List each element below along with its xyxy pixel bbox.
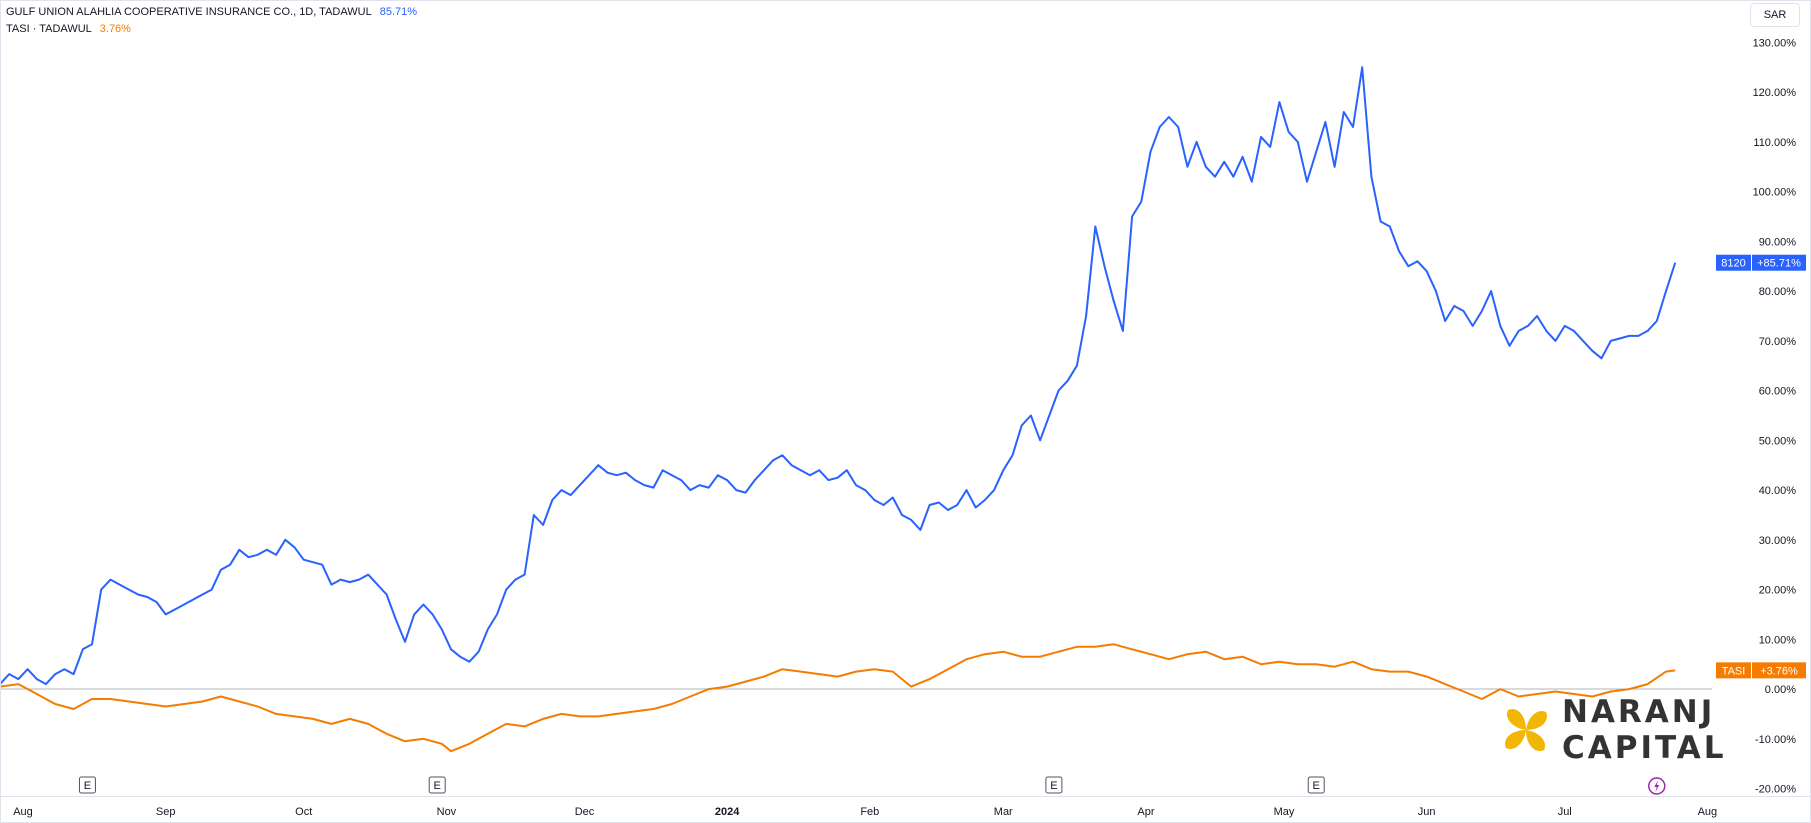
x-tick-label: 2024 (715, 806, 740, 818)
x-tick-label: Nov (437, 806, 457, 818)
event-marker-label: E (434, 780, 441, 792)
y-tick-label: 20.00% (1759, 585, 1797, 597)
y-tick-label: 60.00% (1759, 386, 1797, 398)
x-tick-label: Apr (1137, 806, 1154, 818)
earnings-event-marker: E (428, 776, 446, 794)
y-tick-label: 0.00% (1765, 684, 1796, 696)
x-tick-label: May (1274, 806, 1295, 818)
price-tag-value-box (1752, 662, 1806, 679)
price-tag-tasi: TASI +3.76% (1716, 662, 1806, 679)
price-tag-label: 8120 (1721, 258, 1745, 270)
event-marker-label: E (1313, 780, 1320, 792)
event-marker-label: E (84, 780, 91, 792)
legend-tasi-name: TASI · TADAWUL (6, 23, 92, 35)
naranj-capital-logo: NARANJ CAPITAL (1500, 694, 1726, 766)
price-tag-label-box (1716, 254, 1751, 271)
price-tag-gulf: 8120 +85.71% (1716, 254, 1806, 271)
legend-gulf-name: GULF UNION ALAHLIA COOPERATIVE INSURANCE… (6, 6, 372, 18)
legend-tasi-value: 3.76% (99, 23, 131, 35)
x-tick-label: Aug (1698, 806, 1718, 818)
x-tick-label: Mar (994, 806, 1013, 818)
x-tick-label: Feb (860, 806, 879, 818)
y-tick-label: 70.00% (1759, 336, 1797, 348)
x-tick-label: Oct (295, 806, 312, 818)
lightning-icon (1648, 777, 1666, 795)
y-tick-label: 110.00% (1753, 137, 1796, 149)
x-tick-label: Jul (1558, 806, 1572, 818)
y-tick-label: 30.00% (1759, 535, 1797, 547)
lightning-bolt (1654, 780, 1660, 792)
logo-line-2: CAPITAL (1562, 730, 1727, 766)
logo-mark-icon (1504, 708, 1548, 752)
earnings-event-marker: E (78, 776, 96, 794)
price-tag-label-box (1716, 662, 1751, 679)
legend-row-gulf[interactable]: GULF UNION ALAHLIA COOPERATIVE INSURANCE… (6, 4, 417, 21)
legend-row-tasi[interactable]: TASI · TADAWUL 3.76% (6, 21, 417, 38)
price-tag-value: +3.76% (1760, 665, 1798, 677)
y-tick-label: 100.00% (1753, 187, 1797, 199)
y-tick-label: 50.00% (1759, 435, 1797, 447)
price-tag-label: TASI (1722, 665, 1746, 677)
x-tick-label: Aug (13, 806, 33, 818)
currency-button[interactable]: SAR (1750, 3, 1800, 27)
x-tick-label: Sep (156, 806, 176, 818)
plot-layer (0, 66, 1712, 753)
y-tick-label: 120.00% (1753, 87, 1797, 99)
x-tick-label: Jun (1418, 806, 1436, 818)
y-tick-label: -10.00% (1755, 734, 1796, 746)
logo-line-1: NARANJ (1562, 694, 1716, 730)
y-tick-label: -20.00% (1755, 784, 1796, 796)
y-tick-label: 80.00% (1759, 286, 1797, 298)
legend-gulf-value: 85.71% (379, 6, 418, 18)
price-tag-value-box (1752, 254, 1806, 271)
price-tags: 8120 +85.71% TASI +3.76% (1716, 254, 1806, 679)
event-marker-box (1307, 776, 1325, 794)
y-tick-label: 10.00% (1759, 634, 1797, 646)
series-line-gulf-union (0, 66, 1677, 686)
event-marker-box (428, 776, 446, 794)
event-marker-box (1045, 776, 1063, 794)
y-tick-label: 130.00% (1753, 37, 1797, 49)
x-tick-label: Dec (575, 806, 595, 818)
earnings-event-marker: E (1045, 776, 1063, 794)
y-tick-label: 90.00% (1759, 236, 1797, 248)
y-tick-label: 40.00% (1759, 485, 1797, 497)
price-tag-value: +85.71% (1757, 258, 1801, 270)
series-line-tasi (0, 643, 1676, 753)
earnings-event-marker: E (1307, 776, 1325, 794)
event-marker-box (78, 776, 96, 794)
event-marker-label: E (1050, 780, 1057, 792)
legend: GULF UNION ALAHLIA COOPERATIVE INSURANCE… (6, 4, 417, 38)
